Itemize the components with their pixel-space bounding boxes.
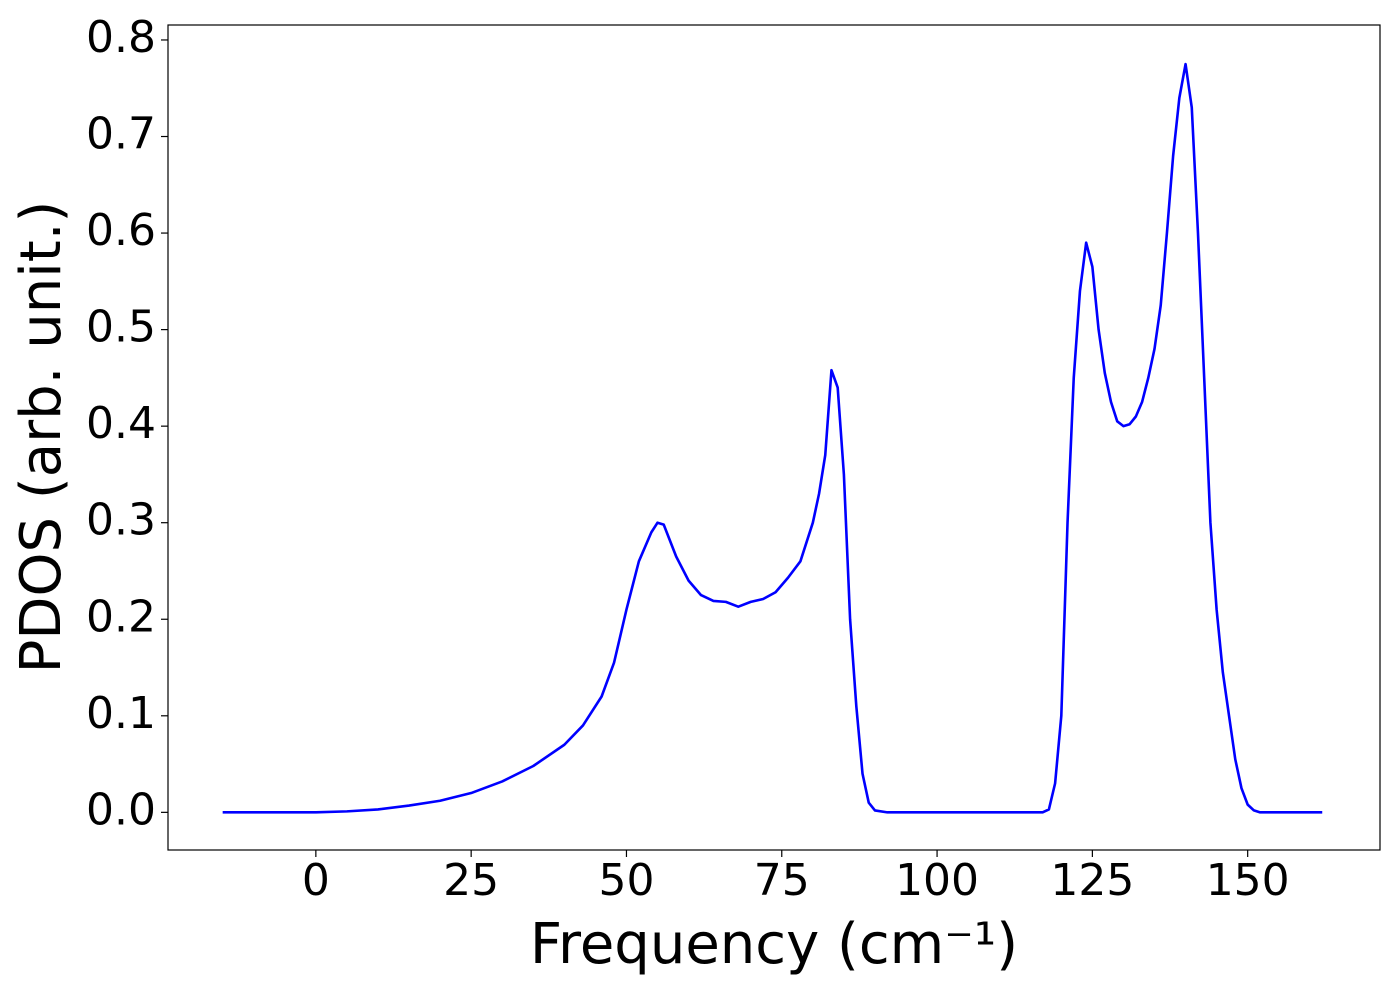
- x-tick-label: 75: [754, 855, 810, 906]
- y-axis-label: PDOS (arb. unit.): [9, 201, 74, 674]
- y-tick-label: 0.7: [86, 109, 156, 160]
- x-tick-label: 100: [895, 855, 979, 906]
- y-tick-label: 0.3: [86, 495, 156, 546]
- x-axis-label: Frequency (cm⁻¹): [530, 912, 1018, 977]
- y-tick-label: 0.2: [86, 591, 156, 642]
- y-tick-label: 0.1: [86, 688, 156, 739]
- y-tick-label: 0.0: [86, 784, 156, 835]
- y-tick-label: 0.6: [86, 205, 156, 256]
- y-tick-label: 0.5: [86, 302, 156, 353]
- x-tick-label: 25: [443, 855, 499, 906]
- x-tick-label: 125: [1050, 855, 1134, 906]
- x-tick-label: 50: [598, 855, 654, 906]
- plot-frame: [167, 24, 1381, 851]
- x-tick-label: 0: [302, 855, 330, 906]
- y-tick-label: 0.8: [86, 12, 156, 63]
- x-tick-label: 150: [1206, 855, 1290, 906]
- y-tick-label: 0.4: [86, 398, 156, 449]
- data-line: [222, 62, 1323, 814]
